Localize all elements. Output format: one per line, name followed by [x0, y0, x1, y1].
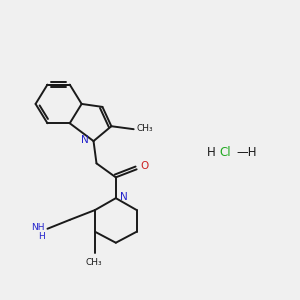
- Text: Cl: Cl: [220, 146, 232, 160]
- Text: CH₃: CH₃: [136, 124, 153, 133]
- Text: CH₃: CH₃: [85, 258, 102, 267]
- Text: H: H: [38, 232, 44, 241]
- Text: O: O: [140, 161, 149, 171]
- Text: N: N: [120, 192, 128, 202]
- Text: N: N: [81, 136, 89, 146]
- Text: —H: —H: [236, 146, 257, 160]
- Text: H: H: [206, 146, 215, 160]
- Text: NH: NH: [31, 223, 44, 232]
